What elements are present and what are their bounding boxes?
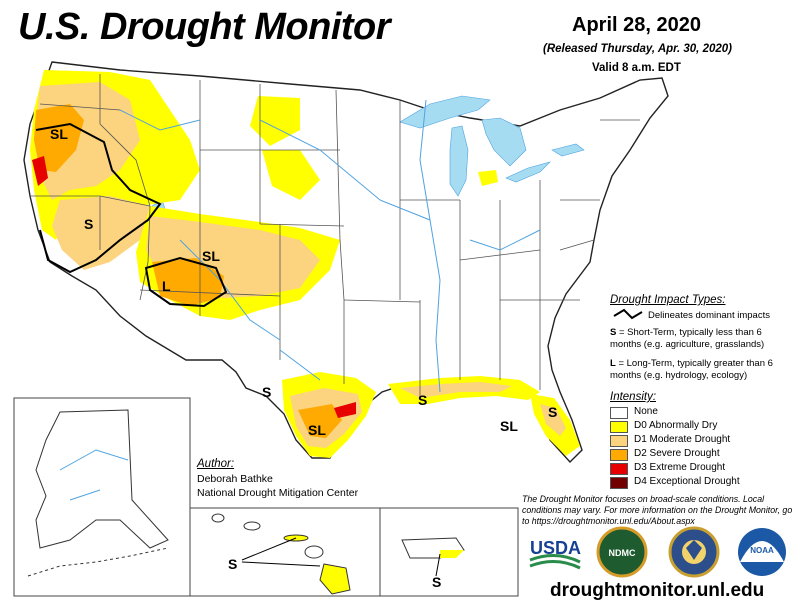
author-name: Deborah Bathke — [197, 473, 273, 485]
noaa-logo-text: NOAA — [750, 546, 774, 555]
alaska-shape — [35, 409, 169, 549]
d3-south-texas — [334, 402, 356, 418]
lake-superior — [399, 95, 491, 129]
impact-label-s-hawaii: S — [228, 556, 238, 572]
map-title: U.S. Drought Monitor — [18, 6, 391, 48]
commerce-logo — [668, 526, 720, 578]
impact-label-sl-florida-panhandle: SL — [500, 418, 518, 434]
hawaii-pointer-lines — [241, 537, 321, 567]
d2-utah — [152, 258, 224, 306]
impact-line-utah — [144, 256, 228, 308]
valid-time: Valid 8 a.m. EDT — [592, 62, 681, 74]
d2-oregon — [34, 104, 84, 172]
legend-label: D2 Severe Drought — [634, 448, 720, 459]
impact-label-l-utah: L — [162, 278, 171, 294]
author-organization: National Drought Mitigation Center — [197, 487, 359, 499]
d1-florida — [540, 404, 566, 436]
d3-n-california — [32, 156, 48, 186]
impact-s-text: = Short-Term, typically less than 6 mont… — [610, 327, 765, 350]
lake-erie — [505, 161, 552, 183]
puerto-rico-d0 — [440, 550, 464, 558]
impact-l-text: = Long-Term, typically greater than 6 mo… — [610, 358, 773, 381]
d2-south-texas — [298, 404, 342, 438]
impact-line-west — [35, 122, 162, 274]
hawaii-island-maui — [304, 545, 324, 559]
ndmc-logo: NDMC — [596, 526, 648, 578]
hawaii-island-kauai — [211, 513, 225, 523]
legend-label: D4 Exceptional Drought — [634, 476, 740, 487]
legend-swatch — [610, 421, 628, 433]
legend-label: D1 Moderate Drought — [634, 434, 731, 445]
ndmc-logo-text: NDMC — [609, 548, 636, 558]
legend-swatch — [610, 449, 628, 461]
impact-label-sl-texas-south: SL — [308, 422, 326, 438]
impact-label-s-nevada: S — [84, 216, 94, 232]
hawaii-island-oahu — [243, 521, 261, 531]
impact-label-sl-oregon: SL — [50, 126, 68, 142]
usda-logo-text: USDA — [530, 538, 581, 558]
lake-ontario — [551, 143, 585, 157]
impact-short-term-description: S = Short-Term, typically less than 6 mo… — [610, 327, 795, 351]
legend-label: D0 Abnormally Dry — [634, 420, 718, 431]
d1-nevada — [52, 196, 150, 270]
lake-michigan — [449, 125, 469, 197]
d1-gulf-coast — [400, 382, 512, 398]
impact-s-key: S — [610, 327, 617, 338]
usda-logo: USDA — [529, 538, 581, 570]
puerto-rico-pointer — [435, 553, 441, 577]
lake-huron — [481, 117, 527, 167]
impact-legend-heading: Drought Impact Types: — [610, 294, 726, 306]
impact-line-description: Delineates dominant impacts — [648, 310, 770, 321]
state-boundaries — [30, 74, 640, 396]
impact-label-s-louisiana: S — [418, 392, 428, 408]
d0-michigan — [478, 170, 498, 186]
website-link[interactable]: droughtmonitor.unl.edu — [550, 580, 765, 601]
impact-line-sample — [613, 308, 643, 320]
hawaii-island-big — [319, 563, 351, 595]
noaa-logo: NOAA — [738, 528, 786, 576]
impact-label-sl-colorado: SL — [202, 248, 220, 264]
impact-label-s-puerto-rico: S — [432, 574, 442, 590]
legend-label: None — [634, 406, 658, 417]
legend-swatch — [610, 477, 628, 489]
impact-label-s-florida: S — [548, 404, 558, 420]
rivers — [119, 99, 541, 393]
disclaimer-text: The Drought Monitor focuses on broad-sca… — [522, 494, 793, 526]
legend-swatch — [610, 435, 628, 447]
impact-label-s-texas-west: S — [262, 384, 272, 400]
impact-l-key: L — [610, 358, 616, 369]
release-date: (Released Thursday, Apr. 30, 2020) — [543, 43, 732, 55]
legend-swatch — [610, 407, 628, 419]
d0-dakotas — [262, 150, 320, 200]
intensity-legend-heading: Intensity: — [610, 391, 657, 403]
author-heading: Author: — [197, 458, 235, 470]
map-date: April 28, 2020 — [572, 14, 701, 36]
alaska-rivers — [59, 449, 129, 501]
impact-long-term-description: L = Long-Term, typically greater than 6 … — [610, 358, 795, 382]
legend-swatch — [610, 463, 628, 475]
impact-boundaries — [35, 122, 228, 308]
legend-label: D3 Extreme Drought — [634, 462, 726, 473]
